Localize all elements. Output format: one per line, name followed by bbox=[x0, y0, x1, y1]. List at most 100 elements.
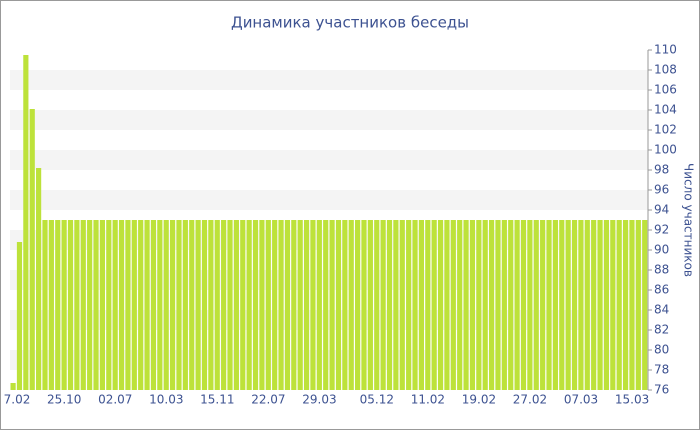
bar bbox=[150, 220, 157, 390]
bar bbox=[501, 220, 507, 390]
grid-band bbox=[10, 350, 648, 370]
bar bbox=[233, 220, 239, 390]
y-tick-label: 102 bbox=[654, 123, 677, 137]
bar bbox=[629, 220, 635, 390]
bar bbox=[533, 220, 539, 390]
bar bbox=[10, 383, 16, 390]
bar bbox=[591, 220, 597, 390]
bar bbox=[16, 242, 23, 390]
bar bbox=[42, 220, 48, 390]
bar bbox=[29, 109, 35, 390]
bar bbox=[552, 220, 558, 390]
bar bbox=[131, 220, 137, 390]
bar bbox=[176, 220, 182, 390]
y-tick-label: 82 bbox=[654, 323, 669, 337]
bar bbox=[355, 220, 361, 390]
grid-band bbox=[10, 150, 648, 170]
grid-band bbox=[10, 110, 648, 130]
bar bbox=[170, 220, 176, 390]
bar bbox=[342, 220, 348, 390]
bar bbox=[278, 220, 284, 390]
bar bbox=[125, 220, 131, 390]
y-tick-label: 96 bbox=[654, 183, 669, 197]
bar bbox=[380, 220, 386, 390]
bar bbox=[329, 220, 335, 390]
bar bbox=[489, 220, 495, 390]
y-tick-label: 84 bbox=[654, 303, 669, 317]
x-tick-label: 29.03 bbox=[302, 393, 336, 407]
bar bbox=[227, 220, 233, 390]
bar bbox=[182, 220, 188, 390]
x-tick-label: 02.07 bbox=[98, 393, 132, 407]
bar bbox=[297, 220, 303, 390]
y-tick-label: 104 bbox=[654, 103, 677, 117]
bar bbox=[80, 220, 86, 390]
bar bbox=[578, 220, 584, 390]
bar bbox=[540, 220, 546, 390]
bar bbox=[399, 220, 405, 390]
bar bbox=[201, 220, 208, 390]
bar bbox=[610, 220, 616, 390]
bar bbox=[642, 220, 648, 390]
bar bbox=[316, 220, 322, 390]
bar bbox=[157, 220, 163, 390]
bar bbox=[476, 220, 482, 390]
bar bbox=[208, 220, 214, 390]
bar bbox=[246, 220, 252, 390]
y-tick-label: 88 bbox=[654, 263, 669, 277]
bar bbox=[112, 220, 118, 390]
bar bbox=[527, 220, 533, 390]
y-axis-label: Число участников bbox=[682, 163, 696, 277]
x-tick-label: 19.02 bbox=[462, 393, 496, 407]
bar bbox=[508, 220, 514, 390]
bar bbox=[195, 220, 201, 390]
bar bbox=[348, 220, 354, 390]
bar bbox=[584, 220, 590, 390]
x-tick-label: 07.03 bbox=[564, 393, 598, 407]
bar bbox=[565, 220, 571, 390]
bar bbox=[240, 220, 246, 390]
bar bbox=[597, 220, 603, 390]
bar bbox=[48, 220, 54, 390]
bar bbox=[259, 220, 265, 390]
bar bbox=[635, 220, 641, 390]
x-tick-label: 7.02 bbox=[4, 393, 31, 407]
bar bbox=[393, 220, 399, 390]
bar bbox=[284, 220, 291, 390]
y-tick-label: 86 bbox=[654, 283, 669, 297]
y-tick-label: 100 bbox=[654, 143, 677, 157]
y-tick-label: 80 bbox=[654, 343, 669, 357]
y-tick-label: 76 bbox=[654, 383, 669, 397]
bar bbox=[437, 220, 444, 390]
bar bbox=[323, 220, 329, 390]
x-tick-label: 11.02 bbox=[411, 393, 445, 407]
bar bbox=[463, 220, 469, 390]
bar bbox=[74, 220, 80, 390]
bar bbox=[520, 220, 527, 390]
bar bbox=[450, 220, 456, 390]
y-tick-label: 98 bbox=[654, 163, 669, 177]
bar bbox=[214, 220, 220, 390]
bar bbox=[514, 220, 520, 390]
bar bbox=[265, 220, 271, 390]
grid-band bbox=[10, 310, 648, 330]
bar bbox=[495, 220, 501, 390]
bar bbox=[559, 220, 565, 390]
x-tick-label: 25.10 bbox=[47, 393, 81, 407]
bar bbox=[335, 220, 342, 390]
bar bbox=[99, 220, 105, 390]
bar bbox=[482, 220, 488, 390]
bar bbox=[310, 220, 316, 390]
bar bbox=[221, 220, 227, 390]
x-tick-label: 15.11 bbox=[200, 393, 234, 407]
bar bbox=[23, 55, 29, 390]
bar bbox=[469, 220, 476, 390]
x-tick-label: 10.03 bbox=[149, 393, 183, 407]
bar bbox=[622, 220, 629, 390]
chart-title: Динамика участников беседы bbox=[231, 14, 469, 32]
bar bbox=[87, 220, 93, 390]
x-tick-label: 22.07 bbox=[251, 393, 285, 407]
y-tick-label: 94 bbox=[654, 203, 669, 217]
bar bbox=[571, 220, 578, 390]
